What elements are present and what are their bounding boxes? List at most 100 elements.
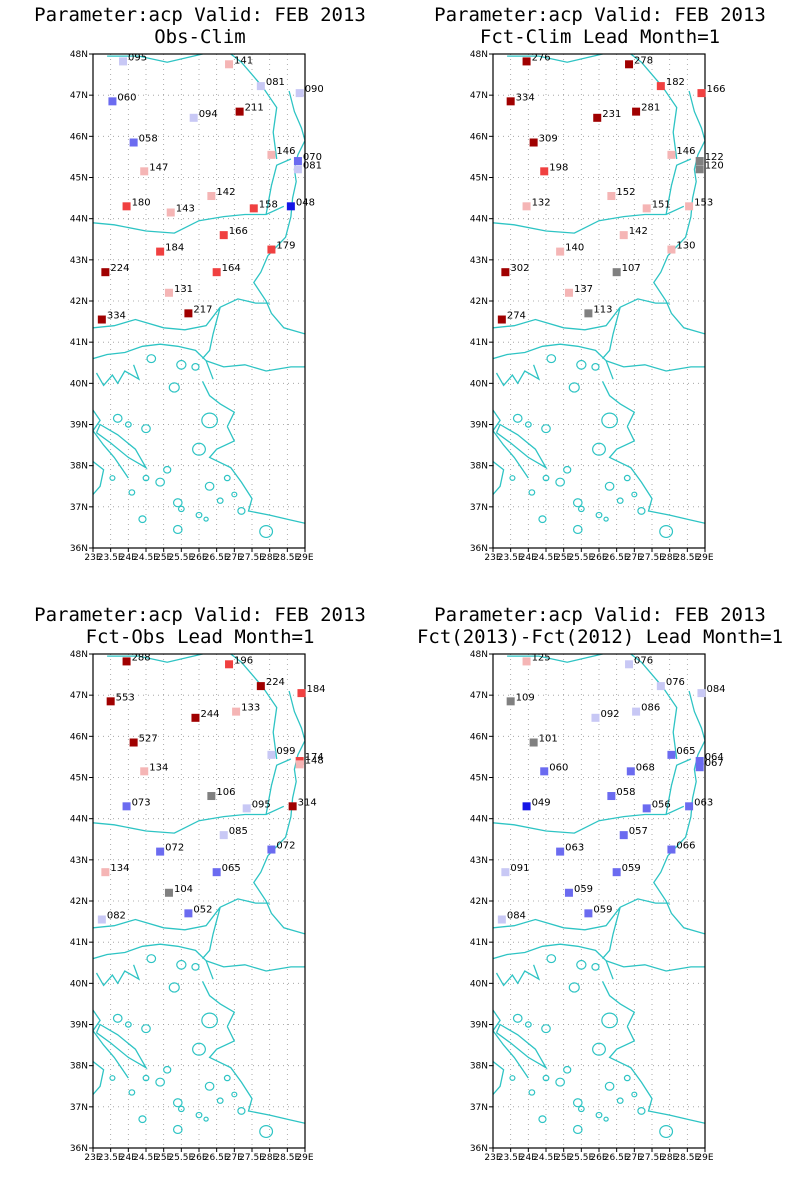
coastline (495, 423, 548, 470)
island (112, 1013, 123, 1023)
station-label: 153 (694, 197, 713, 208)
lon-tick-label: 23.5E (498, 553, 524, 563)
station-marker (522, 802, 531, 811)
island (168, 382, 180, 393)
island (591, 362, 600, 371)
island (659, 525, 674, 539)
panel-title: Parameter:acp Valid: FEB 2013 (434, 4, 766, 26)
island (604, 1081, 615, 1091)
coastline (93, 205, 285, 234)
lon-tick-label: 28E (261, 1153, 278, 1163)
station-label: 125 (532, 652, 551, 663)
island (109, 1075, 116, 1081)
coastline (253, 90, 305, 335)
station-label: 104 (174, 884, 193, 895)
station-label: 064 (705, 752, 724, 763)
station-label: 048 (296, 197, 315, 208)
lat-tick-label: 42N (470, 897, 488, 907)
island (138, 515, 147, 524)
station-marker (540, 767, 549, 776)
island (546, 954, 557, 964)
coastline (619, 298, 670, 308)
station-label: 099 (276, 746, 295, 757)
lat-tick-label: 40N (70, 379, 88, 389)
station-marker (101, 268, 110, 277)
station-marker (212, 268, 221, 277)
lat-tick-label: 47N (470, 91, 488, 101)
map-area (493, 654, 705, 1148)
station-marker (140, 167, 149, 176)
station-label: 217 (193, 304, 212, 315)
station-label: 553 (116, 692, 135, 703)
island (142, 1074, 150, 1082)
lon-tick-label: 23.5E (498, 1153, 524, 1163)
station-marker (612, 868, 621, 877)
coastline (507, 654, 678, 760)
island (563, 1065, 572, 1074)
island (231, 491, 238, 498)
station-label: 131 (174, 284, 193, 295)
island (192, 1042, 206, 1056)
station-marker (207, 192, 216, 201)
station-label: 527 (139, 734, 158, 745)
lat-tick-label: 45N (470, 174, 488, 184)
lon-tick-label: 24E (520, 553, 537, 563)
island (541, 424, 551, 434)
station-marker (540, 167, 549, 176)
coastline (493, 205, 685, 234)
station-label: 113 (593, 304, 612, 315)
station-label: 142 (629, 226, 648, 237)
map-area (493, 54, 705, 548)
lon-tick-label: 28.5E (274, 1153, 300, 1163)
station-label: 120 (705, 160, 724, 171)
coastline (507, 54, 678, 160)
station-label: 182 (666, 77, 685, 88)
island (192, 442, 206, 456)
island (577, 1105, 585, 1113)
island (176, 959, 187, 970)
lat-tick-label: 36N (470, 1144, 488, 1154)
station-marker (685, 802, 694, 811)
station-marker (522, 657, 531, 666)
island (601, 412, 618, 429)
island (112, 413, 123, 423)
lon-tick-label: 25.5E (168, 553, 194, 563)
station-marker (619, 231, 628, 240)
station-label: 179 (276, 241, 295, 252)
lat-tick-label: 38N (470, 1062, 488, 1072)
lon-tick-label: 28.5E (674, 553, 700, 563)
panel-subtitle: Fct-Clim Lead Month=1 (480, 26, 720, 48)
station-marker (695, 763, 704, 772)
station-marker (685, 202, 694, 211)
coastline (605, 360, 705, 372)
station-marker (122, 202, 131, 211)
island (603, 1116, 609, 1122)
island (168, 982, 180, 993)
lat-tick-label: 46N (70, 132, 88, 142)
station-label: 281 (641, 103, 660, 114)
station-marker (293, 165, 302, 174)
station-label: 132 (532, 197, 551, 208)
lon-tick-label: 27.5E (239, 553, 265, 563)
station-label: 166 (706, 84, 725, 95)
lon-tick-label: 26.5E (204, 553, 230, 563)
island (146, 354, 157, 364)
map-area (93, 654, 305, 1148)
lon-tick-label: 25E (555, 1153, 572, 1163)
island (512, 1013, 523, 1023)
coastline (493, 805, 685, 834)
station-label: 060 (549, 762, 568, 773)
station-marker (267, 845, 276, 854)
coastline (495, 364, 541, 387)
lon-tick-label: 28E (661, 553, 678, 563)
lon-tick-label: 28.5E (274, 553, 300, 563)
coastline (95, 364, 141, 387)
lon-tick-label: 24.5E (133, 553, 159, 563)
coastline (265, 158, 292, 215)
lat-tick-label: 41N (70, 938, 88, 948)
station-marker (212, 868, 221, 877)
station-label: 184 (165, 243, 184, 254)
lat-tick-label: 48N (70, 650, 88, 660)
station-marker (108, 97, 117, 106)
